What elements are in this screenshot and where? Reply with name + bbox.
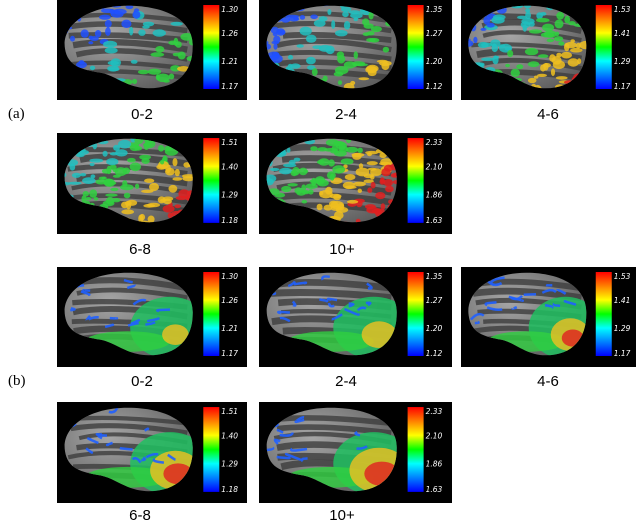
colorbar-tick-label: 1.18 <box>221 216 238 225</box>
colorbar-tick-label: 1.30 <box>221 272 238 281</box>
brain-panel-b-10plus: 2.33 2.10 1.86 1.63 <box>259 402 452 503</box>
brain-panel-b-2-4: 1.35 1.27 1.20 1.12 <box>259 267 452 367</box>
brain-map-figure: 2.33 2.10 1.86 1.63 <box>266 138 443 225</box>
section-label-b: (b) <box>8 373 26 389</box>
brain-panel-a-6-8: 1.51 1.40 1.29 1.18 <box>57 133 247 234</box>
brain-panel-a-2-4: 1.35 1.27 1.20 1.12 <box>259 0 452 100</box>
colorbar-tick-label: 1.41 <box>614 29 631 38</box>
colorbar-tick-label: 2.33 <box>426 407 443 416</box>
colorbar-tick-label: 1.18 <box>221 485 238 494</box>
brain-map-figure: 1.51 1.40 1.29 1.18 <box>64 138 238 225</box>
panel-caption: 2-4 <box>335 106 357 123</box>
colorbar <box>203 5 220 89</box>
colorbar-tick-label: 1.21 <box>221 57 238 66</box>
colorbar-tick-label: 1.51 <box>221 407 238 416</box>
colorbar-tick-label: 2.10 <box>426 162 443 171</box>
panel-caption: 6-8 <box>129 507 151 524</box>
panel-caption: 4-6 <box>537 373 559 390</box>
colorbar <box>595 5 612 89</box>
panel-caption: 0-2 <box>131 373 153 390</box>
brain-map-figure: 1.35 1.27 1.20 1.12 <box>266 272 443 358</box>
colorbar-tick-label: 2.10 <box>426 431 443 440</box>
panel-caption: 2-4 <box>335 373 357 390</box>
brain-panel-b-4-6: 1.53 1.41 1.29 1.17 <box>461 267 636 367</box>
colorbar-tick-label: 1.63 <box>426 485 443 494</box>
colorbar-tick-label: 1.40 <box>221 431 238 440</box>
panel-caption: 10+ <box>329 507 355 524</box>
brain-map-figure: 1.53 1.41 1.29 1.17 <box>468 5 631 91</box>
colorbar-tick-label: 1.86 <box>426 460 443 469</box>
colorbar-tick-label: 1.53 <box>614 272 631 281</box>
brain-map-figure: 1.30 1.26 1.21 1.17 <box>64 272 238 358</box>
colorbar-tick-label: 1.63 <box>426 216 443 225</box>
brain-panel-b-0-2: 1.30 1.26 1.21 1.17 <box>57 267 247 367</box>
brain-map-figure: 1.35 1.27 1.20 1.12 <box>266 5 443 91</box>
colorbar <box>407 407 424 492</box>
activation-overlay <box>266 275 397 356</box>
colorbar-tick-label: 1.27 <box>426 296 443 305</box>
brain-map-figure: 1.30 1.26 1.21 1.17 <box>64 5 238 91</box>
colorbar <box>407 272 424 356</box>
colorbar-tick-label: 1.30 <box>221 5 238 14</box>
colorbar <box>203 272 220 356</box>
colorbar-tick-label: 1.17 <box>614 349 631 358</box>
brain-panel-a-4-6: 1.53 1.41 1.29 1.17 <box>461 0 636 100</box>
colorbar-tick-label: 1.29 <box>614 324 631 333</box>
colorbar-tick-label: 1.27 <box>426 29 443 38</box>
colorbar <box>203 407 220 492</box>
colorbar-tick-label: 1.20 <box>426 324 443 333</box>
colorbar <box>595 272 612 356</box>
colorbar-tick-label: 1.35 <box>426 5 443 14</box>
colorbar-tick-label: 1.17 <box>221 82 238 91</box>
colorbar-tick-label: 1.35 <box>426 272 443 281</box>
colorbar-tick-label: 1.17 <box>221 349 238 358</box>
activation-overlay <box>266 414 397 492</box>
colorbar-tick-label: 1.26 <box>221 296 238 305</box>
brain-panel-a-10plus: 2.33 2.10 1.86 1.63 <box>259 133 452 234</box>
colorbar-tick-label: 1.20 <box>426 57 443 66</box>
colorbar-tick-label: 1.40 <box>221 162 238 171</box>
brain-map-figure: 2.33 2.10 1.86 1.63 <box>266 407 443 494</box>
colorbar-tick-label: 1.29 <box>221 191 238 200</box>
activation-overlay <box>67 277 193 356</box>
panel-caption: 10+ <box>329 241 355 258</box>
colorbar-tick-label: 1.29 <box>614 57 631 66</box>
section-label-a: (a) <box>8 106 25 122</box>
activation-overlay <box>64 138 193 223</box>
colorbar-tick-label: 1.26 <box>221 29 238 38</box>
brain-map-figure: 1.51 1.40 1.29 1.18 <box>64 407 238 494</box>
colorbar-tick-label: 1.51 <box>221 138 238 147</box>
brain-panel-b-6-8: 1.51 1.40 1.29 1.18 <box>57 402 247 503</box>
brain-panel-a-0-2: 1.30 1.26 1.21 1.17 <box>57 0 247 100</box>
brain-map-figure: 1.53 1.41 1.29 1.17 <box>468 272 631 358</box>
colorbar-tick-label: 1.12 <box>426 349 443 358</box>
colorbar-tick-label: 1.29 <box>221 460 238 469</box>
colorbar-tick-label: 1.86 <box>426 191 443 200</box>
colorbar <box>407 138 424 223</box>
colorbar <box>203 138 220 223</box>
colorbar-tick-label: 1.53 <box>614 5 631 14</box>
colorbar-tick-label: 1.17 <box>614 82 631 91</box>
panel-caption: 4-6 <box>537 106 559 123</box>
colorbar <box>407 5 424 89</box>
panel-caption: 6-8 <box>129 241 151 258</box>
colorbar-tick-label: 1.12 <box>426 82 443 91</box>
colorbar-tick-label: 2.33 <box>426 138 443 147</box>
colorbar-tick-label: 1.41 <box>614 296 631 305</box>
panel-caption: 0-2 <box>131 106 153 123</box>
colorbar-tick-label: 1.21 <box>221 324 238 333</box>
